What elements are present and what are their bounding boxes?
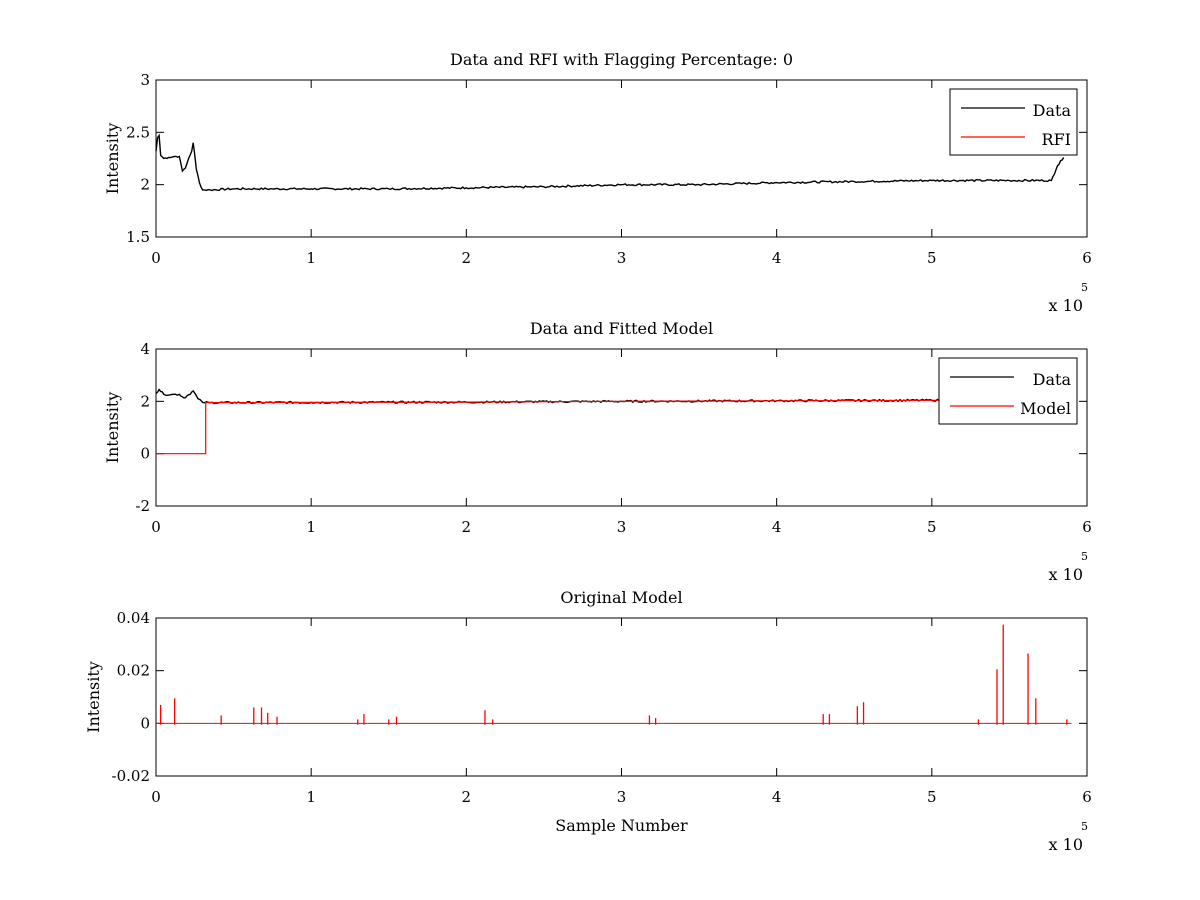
x-tick-label: 2: [462, 518, 472, 536]
axes-box: [155, 79, 1088, 238]
data-series-line: [155, 133, 1065, 192]
model-series-line: [156, 399, 1064, 455]
x-tick-label: 3: [617, 518, 627, 536]
y-tick-label: 0.02: [117, 662, 150, 680]
axes-box: [155, 617, 1088, 777]
x-multiplier-label: x 10: [1049, 565, 1083, 584]
legend: Data Model: [938, 357, 1078, 425]
x-tick-label: 6: [1082, 788, 1092, 806]
x-tick-label: 0: [151, 788, 161, 806]
chart-title: Data and Fitted Model: [530, 319, 713, 338]
x-tick-label: 6: [1082, 518, 1092, 536]
legend-box: [949, 88, 1078, 156]
x-multiplier-exponent: 5: [1081, 550, 1088, 563]
chart-title: Original Model: [560, 588, 682, 607]
x-tick-label: 2: [462, 788, 472, 806]
legend-label-data: Data: [1033, 101, 1072, 120]
y-axis-label: Intensity: [103, 123, 122, 195]
x-tick-label: 0: [151, 249, 161, 267]
x-axis-label: Sample Number: [555, 816, 688, 835]
y-tick-label: -2: [135, 497, 150, 515]
x-tick-label: 1: [306, 518, 316, 536]
y-tick-label: 0.04: [117, 609, 150, 627]
y-tick-label: -0.02: [112, 767, 150, 785]
legend-label-model: Model: [1020, 399, 1071, 418]
y-axis-label: Intensity: [103, 392, 122, 464]
y-tick-label: 3: [140, 71, 150, 89]
x-tick-label: 3: [617, 249, 627, 267]
x-multiplier-exponent: 5: [1081, 820, 1088, 833]
x-multiplier-exponent: 5: [1081, 281, 1088, 294]
axes-box: [155, 348, 1088, 507]
y-tick-label: 4: [140, 340, 150, 358]
x-tick-label: 4: [772, 249, 782, 267]
y-tick-label: 1.5: [126, 228, 150, 246]
x-tick-label: 1: [306, 249, 316, 267]
x-tick-label: 5: [927, 518, 937, 536]
y-tick-label: 2: [140, 392, 150, 410]
y-tick-label: 0: [140, 445, 150, 463]
legend-label-data: Data: [1033, 370, 1072, 389]
x-tick-label: 4: [772, 518, 782, 536]
legend-box: [938, 357, 1078, 425]
legend-label-rfi: RFI: [1042, 130, 1071, 149]
y-tick-label: 2.5: [126, 123, 150, 141]
subplot-1: Data and RFI with Flagging Percentage: 0…: [103, 50, 1092, 315]
y-tick-label: 2: [140, 176, 150, 194]
x-tick-label: 5: [927, 788, 937, 806]
x-tick-label: 6: [1082, 249, 1092, 267]
subplot-3: Original Model Intensity Sample Number 0 1 2 3…: [84, 588, 1092, 854]
y-axis-label: Intensity: [84, 661, 103, 733]
x-tick-label: 0: [151, 518, 161, 536]
legend: Data RFI: [949, 88, 1078, 156]
chart-title: Data and RFI with Flagging Percentage: 0: [450, 50, 793, 69]
x-tick-label: 5: [927, 249, 937, 267]
x-tick-label: 4: [772, 788, 782, 806]
x-multiplier-label: x 10: [1049, 835, 1083, 854]
x-tick-label: 3: [617, 788, 627, 806]
x-multiplier-label: x 10: [1049, 296, 1083, 315]
y-tick-label: 0: [140, 714, 150, 732]
x-tick-label: 2: [462, 249, 472, 267]
x-tick-label: 1: [306, 788, 316, 806]
